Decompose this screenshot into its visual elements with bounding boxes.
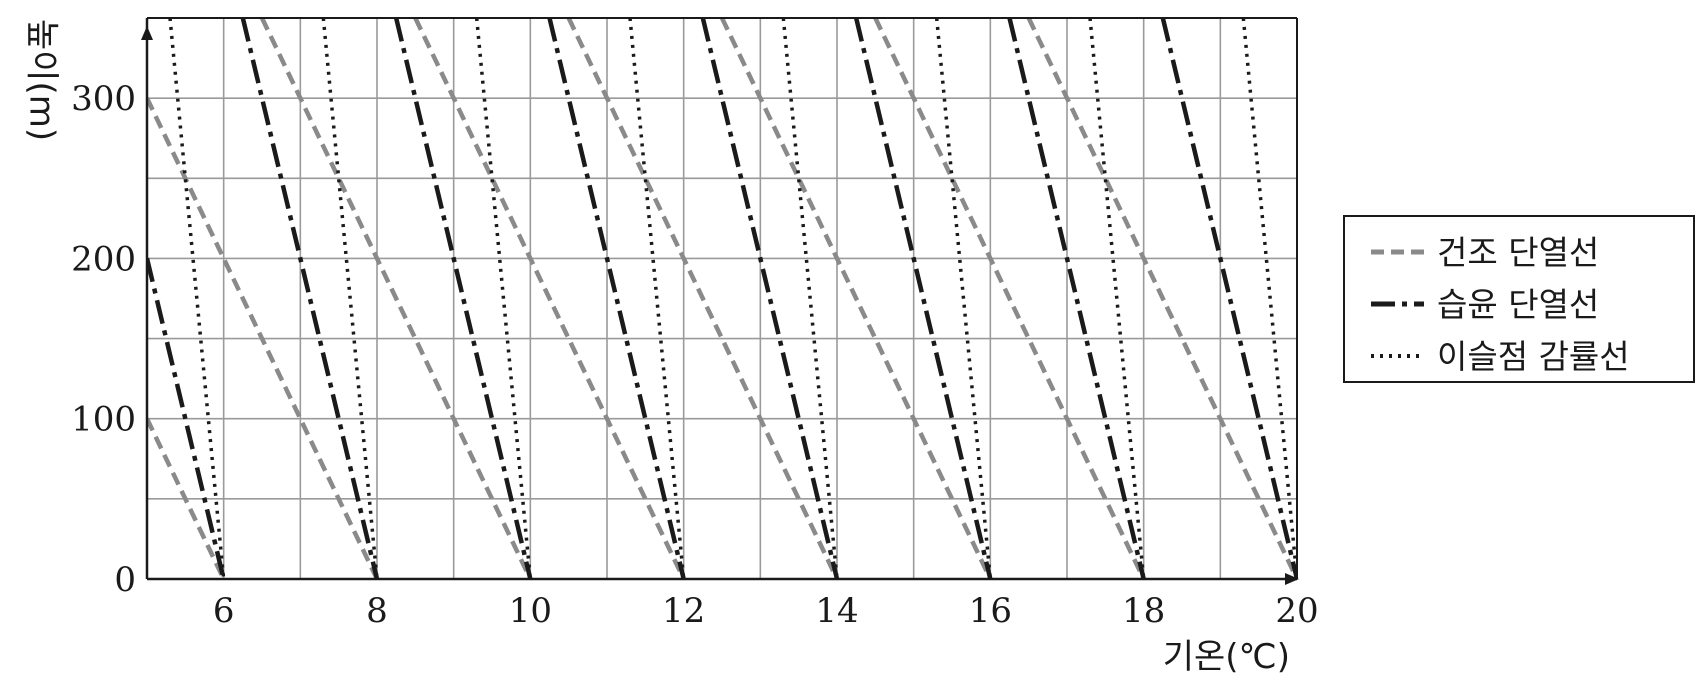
- legend-label: 이슬점 감률선: [1437, 337, 1630, 376]
- series-group: [147, 18, 1297, 579]
- series-line: [259, 18, 533, 579]
- series-line: [1026, 18, 1297, 579]
- x-tick-label: 14: [815, 591, 858, 631]
- x-tick-label: 10: [509, 591, 552, 631]
- series-line: [474, 18, 533, 579]
- series-line: [566, 18, 840, 579]
- series-line: [547, 18, 686, 579]
- series-line: [147, 97, 380, 579]
- series-line: [240, 18, 380, 579]
- series-1: [147, 18, 1297, 579]
- series-line: [628, 18, 686, 579]
- legend-box: [1343, 215, 1695, 383]
- x-axis-title: 기온(℃): [1163, 637, 1290, 677]
- series-line: [168, 18, 226, 579]
- series-line: [147, 417, 226, 579]
- x-tick-label: 6: [213, 591, 235, 631]
- y-tick-label: 100: [71, 400, 136, 440]
- x-tick-label: 20: [1275, 591, 1318, 631]
- series-line: [853, 18, 993, 579]
- legend-label: 건조 단열선: [1437, 233, 1599, 272]
- series-line: [393, 18, 533, 579]
- series-line: [147, 257, 226, 579]
- series-line: [719, 18, 993, 579]
- series-line: [413, 18, 686, 579]
- series-line: [934, 18, 993, 579]
- series-line: [1241, 18, 1297, 579]
- series-line: [321, 18, 379, 579]
- series-line: [873, 18, 1146, 579]
- axes: [141, 17, 1299, 585]
- x-tick-label: 16: [969, 591, 1012, 631]
- y-tick-label: 200: [71, 239, 136, 279]
- series-line: [1160, 18, 1297, 579]
- series-3: [168, 18, 1297, 579]
- y-axis-arrow: [141, 26, 153, 40]
- series-line: [1088, 18, 1146, 579]
- y-tick-label: 300: [71, 79, 136, 119]
- series-line: [1007, 18, 1146, 579]
- x-tick-label: 18: [1122, 591, 1165, 631]
- y-axis-title: 높이(m): [22, 19, 62, 141]
- series-line: [781, 18, 839, 579]
- x-axis-arrow: [1285, 573, 1299, 585]
- x-tick-label: 8: [366, 591, 388, 631]
- legend-label: 습윤 단열선: [1437, 285, 1599, 324]
- series-2: [147, 18, 1297, 579]
- series-line: [700, 18, 840, 579]
- x-tick-label: 12: [662, 591, 705, 631]
- y-tick-label: 0: [114, 560, 136, 600]
